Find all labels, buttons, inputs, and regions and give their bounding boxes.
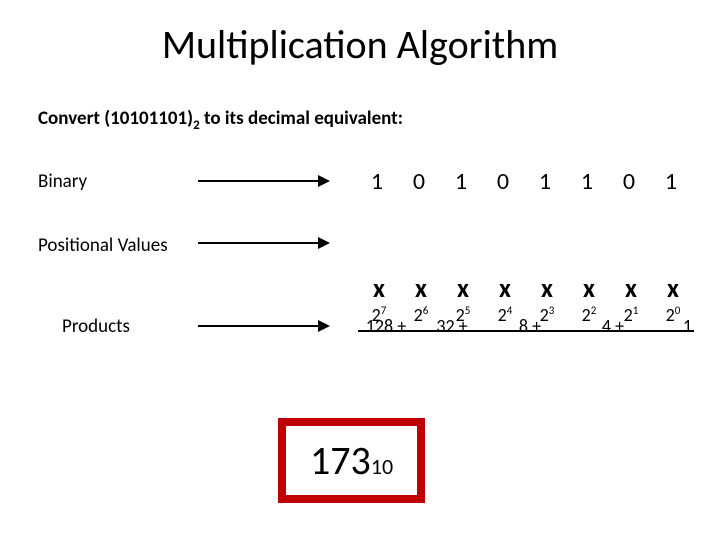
binary-digit: 1: [650, 167, 692, 196]
x-glyph: x: [442, 272, 484, 304]
arrow-icon: [198, 325, 328, 327]
arrow-icon: [198, 180, 328, 182]
positional-value: 20: [652, 304, 694, 326]
x-glyph: x: [358, 272, 400, 304]
positional-value: 21: [610, 304, 652, 326]
binary-digit: 0: [608, 167, 650, 196]
result-base: 10: [371, 453, 393, 480]
positional-value: 25: [442, 304, 484, 326]
binary-digit: 1: [440, 167, 482, 196]
positional-values: 27 26 25 24 23 22 21 20: [358, 304, 694, 332]
positional-value: 27: [358, 304, 400, 326]
positional-value: 22: [568, 304, 610, 326]
x-glyph: x: [526, 272, 568, 304]
x-glyph: x: [400, 272, 442, 304]
arrow-icon: [198, 242, 328, 244]
positional-value: 24: [484, 304, 526, 326]
binary-digit: 0: [398, 167, 440, 196]
x-glyph: x: [652, 272, 694, 304]
x-glyph: x: [484, 272, 526, 304]
subtitle: Convert (10101101)2 to its decimal equiv…: [38, 107, 720, 133]
result-number: 173: [310, 436, 371, 485]
binary-digit: 0: [482, 167, 524, 196]
x-row: x x x x x x x x: [358, 272, 694, 304]
page-title: Multiplication Algorithm: [0, 20, 720, 69]
binary-row: Binary 1 0 1 0 1 1 0 1: [38, 167, 720, 196]
x-glyph: x: [568, 272, 610, 304]
binary-digit: 1: [566, 167, 608, 196]
binary-digit: 1: [524, 167, 566, 196]
x-glyph: x: [610, 272, 652, 304]
binary-digits: 1 0 1 0 1 1 0 1: [356, 167, 692, 196]
binary-digit: 1: [356, 167, 398, 196]
binary-label: Binary: [38, 170, 198, 193]
positional-value: 26: [400, 304, 442, 326]
products-label: Products: [62, 315, 198, 338]
positional-value: 23: [526, 304, 568, 326]
positional-row: Positional Values: [38, 226, 720, 257]
subtitle-suffix: to its decimal equivalent:: [200, 107, 403, 130]
positional-label: Positional Values: [38, 234, 198, 257]
subtitle-prefix: Convert (10101101): [38, 107, 193, 130]
subtitle-sub: 2: [193, 118, 200, 133]
result-box: 17310: [278, 418, 425, 503]
